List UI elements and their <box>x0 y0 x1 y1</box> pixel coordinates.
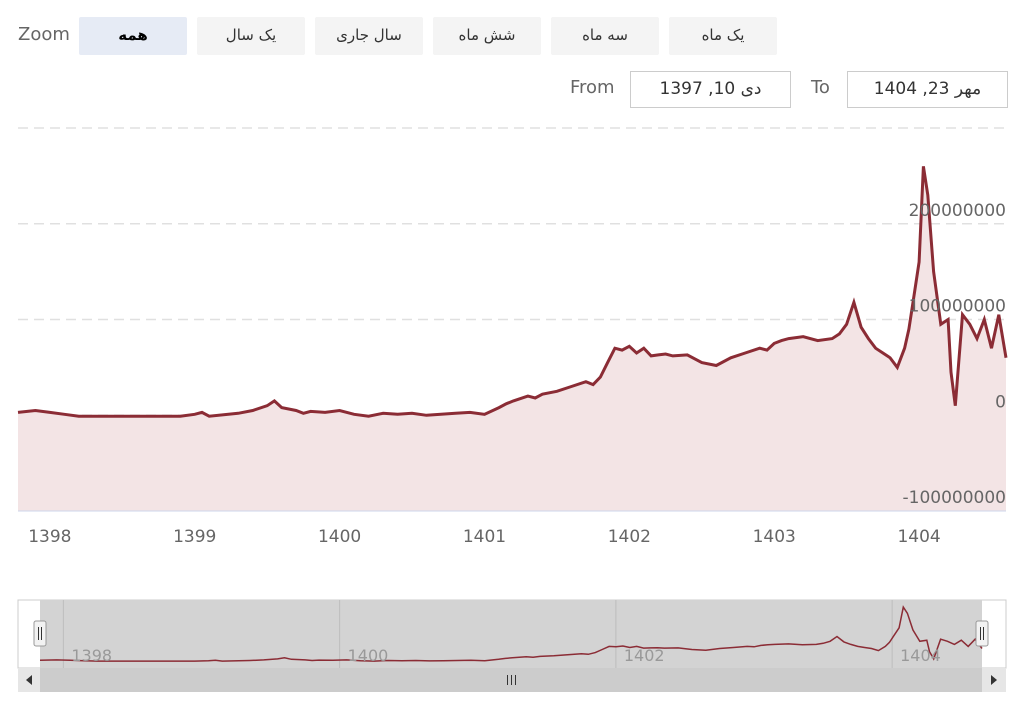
y-tick-label: 0 <box>995 392 1006 412</box>
navigator-grid <box>62 600 893 668</box>
x-axis-labels: 1398 1399 1400 1401 1402 1403 1404 <box>28 527 940 547</box>
x-tick-label: 1402 <box>608 527 651 547</box>
x-tick-label: 1398 <box>28 527 71 547</box>
x-tick-label: 1403 <box>753 527 796 547</box>
zoom-button-ytd[interactable]: سال جاری <box>315 17 423 55</box>
y-axis-labels: -100000000 0 100000000 200000000 <box>903 201 1006 508</box>
left-arrow-icon <box>26 675 32 685</box>
scroll-left-button[interactable] <box>18 668 40 692</box>
from-label: From <box>570 77 615 98</box>
x-tick-label: 1400 <box>318 527 361 547</box>
navigator-handle-right[interactable] <box>975 620 989 647</box>
x-tick-label: 1401 <box>463 527 506 547</box>
zoom-label: Zoom <box>18 24 70 45</box>
grip-icon <box>507 675 516 685</box>
navigator-handle-left[interactable] <box>33 620 47 647</box>
to-label: To <box>811 77 830 98</box>
scrollbar[interactable] <box>18 668 1006 692</box>
navigator-label: 1400 <box>348 646 389 665</box>
y-tick-label: -100000000 <box>903 488 1006 508</box>
to-date-input[interactable]: مهر 23, 1404 <box>847 71 1008 108</box>
navigator[interactable]: 1398 1400 1402 1404 <box>17 599 1007 669</box>
zoom-button-all[interactable]: همه <box>79 17 187 55</box>
from-date-input[interactable]: دی 10, 1397 <box>630 71 791 108</box>
y-tick-label: 200000000 <box>909 201 1006 221</box>
y-tick-label: 100000000 <box>909 297 1006 317</box>
navigator-label: 1404 <box>900 646 941 665</box>
zoom-button-1y[interactable]: یک سال <box>197 17 305 55</box>
series-area <box>18 166 1006 512</box>
zoom-button-1m[interactable]: یک ماه <box>669 17 777 55</box>
x-tick-label: 1399 <box>173 527 216 547</box>
zoom-button-3m[interactable]: سه ماه <box>551 17 659 55</box>
x-tick-label: 1404 <box>897 527 940 547</box>
zoom-button-6m[interactable]: شش ماه <box>433 17 541 55</box>
right-arrow-icon <box>991 675 997 685</box>
navigator-series-line <box>39 605 983 662</box>
navigator-selection[interactable] <box>40 600 982 668</box>
navigator-labels: 1398 1400 1402 1404 <box>71 646 940 665</box>
series-line[interactable] <box>17 166 1008 418</box>
navigator-label: 1402 <box>624 646 665 665</box>
navigator-label: 1398 <box>71 646 112 665</box>
scroll-right-button[interactable] <box>982 668 1006 692</box>
